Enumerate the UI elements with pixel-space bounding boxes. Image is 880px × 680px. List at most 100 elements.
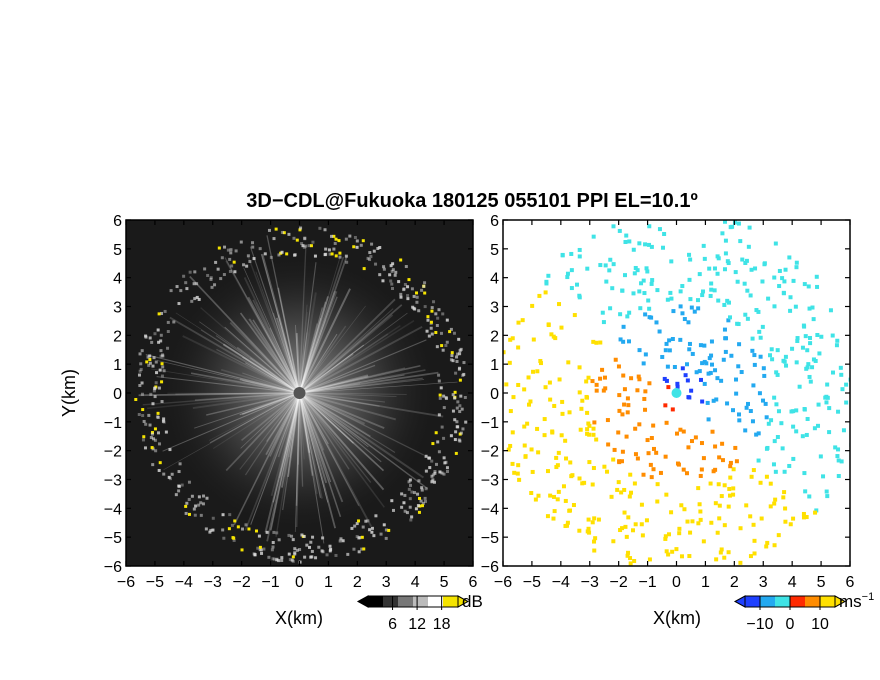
velocity-bin — [775, 435, 780, 440]
velocity-bin — [538, 361, 543, 366]
velocity-bin — [813, 358, 818, 363]
reflectivity-echo — [149, 392, 153, 396]
reflectivity-echo — [439, 331, 443, 335]
reflectivity-echo — [275, 531, 279, 535]
reflectivity-ray — [239, 392, 300, 470]
reflectivity-ray — [299, 392, 372, 483]
velocity-bin — [742, 281, 747, 286]
velocity-bin — [803, 489, 808, 494]
reflectivity-echo — [163, 309, 167, 313]
velocity-bin — [620, 412, 625, 417]
reflectivity-echo — [459, 394, 463, 398]
velocity-bin — [802, 282, 807, 287]
velocity-bin — [635, 388, 640, 393]
reflectivity-echo — [166, 320, 170, 324]
velocity-bin — [643, 389, 648, 394]
reflectivity-echo — [453, 418, 457, 422]
velocity-panel: −6 −5 −4 −3 −2 −1 0 1 2 3 4 5 6 6 5 4 3 2 1 0 −1 −2 −3 −4 −5 −6 X… — [481, 213, 855, 628]
velocity-bin — [523, 454, 528, 459]
velocity-bin — [665, 364, 670, 369]
reflectivity-ray — [151, 368, 300, 394]
reflectivity-ray — [206, 392, 300, 416]
reflectivity-ray — [250, 392, 300, 525]
reflectivity-echo — [241, 527, 245, 531]
velocity-bin — [698, 377, 703, 382]
velocity-bin — [655, 482, 660, 487]
velocity-bin — [776, 409, 781, 414]
velocity-bin — [803, 334, 808, 339]
reflectivity-echo — [287, 232, 291, 236]
reflectivity-ray — [288, 392, 301, 458]
velocity-bin — [761, 398, 766, 403]
velocity-bin — [559, 325, 564, 330]
velocity-bin — [660, 245, 665, 250]
reflectivity-echo — [157, 468, 161, 472]
reflectivity-echo — [148, 336, 152, 340]
reflectivity-ray — [299, 381, 458, 394]
reflectivity-ray — [298, 307, 323, 394]
velocity-bin — [716, 298, 721, 303]
reflectivity-echo — [166, 346, 170, 350]
reflectivity-echo — [423, 305, 427, 309]
reflectivity-echo — [321, 536, 325, 540]
reflectivity-ray — [299, 392, 354, 444]
reflectivity-ray — [175, 392, 300, 395]
reflectivity-echo — [436, 316, 440, 320]
velocity-bin — [560, 252, 565, 257]
reflectivity-echo — [287, 552, 291, 556]
reflectivity-ray — [298, 392, 425, 479]
velocity-bin — [643, 407, 648, 412]
reflectivity-echo — [406, 297, 410, 301]
reflectivity-strong-echo — [232, 260, 236, 264]
reflectivity-echo — [403, 282, 407, 286]
velocity-bin — [508, 409, 513, 414]
reflectivity-echo — [277, 538, 281, 542]
velocity-bin — [626, 403, 631, 408]
reflectivity-ray — [156, 376, 300, 394]
velocity-bin — [748, 554, 753, 559]
velocity-bin — [559, 433, 564, 438]
velocity-bin — [687, 395, 692, 400]
reflectivity-echo — [432, 480, 436, 484]
velocity-bin — [810, 305, 815, 310]
reflectivity-strong-echo — [407, 278, 411, 282]
velocity-bin — [814, 274, 819, 279]
velocity-bin — [545, 469, 550, 474]
reflectivity-ray — [298, 392, 328, 484]
velocity-bin — [647, 224, 652, 229]
reflectivity-echo — [446, 470, 450, 474]
reflectivity-echo — [449, 358, 453, 362]
velocity-bin — [649, 244, 654, 249]
velocity-field — [503, 220, 850, 566]
velocity-bin — [601, 320, 606, 325]
velocity-colorbar-unit-exponent: −1 — [862, 591, 875, 603]
velocity-bin — [761, 366, 766, 371]
velocity-bin — [633, 522, 638, 527]
velocity-bin — [780, 446, 785, 451]
reflectivity-strong-echo — [150, 431, 154, 435]
reflectivity-echo — [388, 273, 392, 277]
reflectivity-ray — [294, 324, 300, 394]
reflectivity-ray — [299, 317, 322, 394]
velocity-bin — [715, 271, 720, 276]
reflectivity-echo — [384, 536, 388, 540]
velocity-bin — [507, 360, 512, 365]
reflectivity-strong-echo — [448, 330, 452, 334]
reflectivity-ray — [224, 326, 300, 394]
reflectivity-echo — [444, 397, 448, 401]
velocity-bin — [552, 509, 557, 514]
velocity-bin — [737, 342, 742, 347]
reflectivity-echo — [422, 284, 426, 288]
velocity-bin — [758, 354, 763, 359]
velocity-bin — [636, 374, 641, 379]
reflectivity-echo — [402, 288, 406, 292]
velocity-bin — [546, 273, 551, 278]
reflectivity-echo — [221, 513, 225, 517]
velocity-bin — [628, 472, 633, 477]
velocity-bin — [594, 340, 599, 345]
velocity-bin — [522, 424, 527, 429]
reflectivity-ray — [299, 392, 382, 463]
reflectivity-echo — [329, 547, 333, 551]
reflectivity-echo — [203, 267, 207, 271]
